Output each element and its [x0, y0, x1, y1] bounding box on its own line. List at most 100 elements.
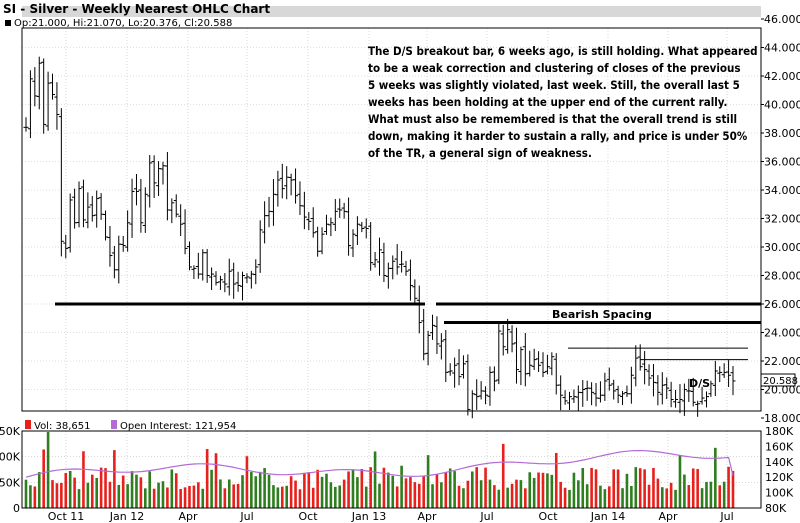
volume-bar: [488, 479, 492, 508]
volume-bar: [342, 479, 346, 508]
ohlc-bar: [703, 391, 709, 408]
open-interest-polyline: [25, 450, 734, 478]
horizontal-lines: [55, 302, 761, 361]
volume-bar: [546, 473, 549, 508]
volume-bar: [634, 467, 638, 508]
volume-bar: [462, 488, 465, 508]
volume-bar: [205, 449, 209, 508]
volume-bar: [232, 484, 235, 508]
ohlc-bar: [513, 327, 519, 384]
volume-bar: [55, 483, 59, 508]
volume-bar: [470, 471, 474, 508]
ohlc-bar: [628, 366, 634, 404]
volume-bar: [652, 467, 655, 508]
oi-tick-label: 140K: [765, 456, 794, 469]
ohlc-bar: [50, 73, 56, 100]
volume-bar: [33, 486, 37, 508]
volume-bar: [117, 484, 121, 508]
volume-bar: [722, 481, 726, 508]
volume-bar: [364, 486, 368, 508]
time-tick-label: Jan 12: [109, 510, 144, 523]
volume-bar: [475, 467, 479, 508]
volume-bar: [272, 485, 275, 508]
volume-bar: [214, 453, 218, 508]
ohlc-bar: [363, 218, 369, 239]
volume-bar: [369, 467, 372, 508]
ohlc-bar: [474, 379, 480, 410]
volume-bar: [37, 472, 41, 508]
volume-bar: [236, 483, 240, 508]
oi-tick-label: 160K: [765, 440, 794, 453]
ohlc-bar: [425, 330, 431, 366]
volume-bar: [29, 485, 32, 508]
volume-bar: [378, 483, 381, 508]
ohlc-bar: [372, 251, 378, 268]
ohlc-bar: [509, 325, 515, 353]
ohlc-bar: [89, 196, 95, 222]
ohlc-bar: [677, 384, 683, 414]
volume-tick-label: 100K: [0, 451, 21, 464]
volume-legend-marker: [25, 420, 31, 429]
ohlc-bar: [173, 194, 179, 218]
ohlc-bar: [655, 375, 661, 406]
oi-legend-marker: [111, 420, 117, 429]
volume-bar: [669, 482, 673, 508]
ohlc-info-line: Op:21.000, Hi:21.070, Lo:20.376, Cl:20.5…: [14, 18, 232, 29]
price-tick-label: 22.000: [764, 355, 800, 368]
ohlc-bar: [368, 221, 374, 271]
volume-bar: [338, 485, 342, 508]
ohlc-bar: [178, 204, 184, 236]
volume-tick-label: 150K: [0, 425, 21, 438]
volume-bar: [311, 487, 315, 508]
volume-bar: [77, 489, 81, 508]
ohlc-bar: [659, 372, 665, 405]
volume-bar: [210, 469, 213, 508]
volume-bar: [60, 482, 63, 508]
time-tick-label: Jan 13: [351, 510, 386, 523]
ohlc-bar: [447, 363, 453, 376]
annotation-line-4: weeks has been holding at the upper end …: [368, 95, 727, 109]
ohlc-bar: [695, 400, 701, 417]
volume-bar: [179, 488, 182, 508]
volume-bar: [572, 472, 576, 508]
volume-bar: [705, 481, 708, 508]
annotation-line-2: to be a weak correction and clustering o…: [368, 61, 741, 75]
volume-axis-right: 180K 160K 140K 120K 100K 80K: [765, 425, 794, 515]
ohlc-bar: [244, 273, 250, 284]
volume-bar: [113, 450, 116, 508]
ohlc-bars: [23, 56, 736, 419]
ohlc-bar: [443, 330, 449, 383]
open-interest-line: [25, 450, 734, 478]
volume-bar: [625, 473, 629, 508]
volume-bar: [86, 482, 90, 508]
ohlc-bar: [712, 360, 718, 397]
volume-bar: [360, 469, 364, 508]
ohlc-legend-marker: [5, 20, 11, 26]
ohlc-bar: [240, 271, 246, 301]
ohlc-bar: [138, 178, 144, 233]
time-tick-label: Jan 14: [590, 510, 625, 523]
ohlc-bar: [483, 386, 489, 405]
time-tick-label: Oct: [538, 510, 558, 523]
ohlc-bar: [350, 229, 356, 258]
volume-bar: [417, 483, 421, 508]
volume-bar: [665, 488, 669, 508]
oi-tick-label: 100K: [765, 487, 794, 500]
volume-bar: [683, 474, 686, 508]
volume-bar: [144, 488, 147, 508]
volume-bar: [532, 477, 536, 508]
ohlc-bar: [730, 365, 736, 396]
volume-bar: [400, 465, 403, 508]
volume-bar: [254, 476, 258, 508]
ohlc-bar: [323, 214, 329, 235]
ohlc-bar: [58, 108, 64, 257]
volume-bar: [691, 468, 695, 508]
ohlc-bar: [23, 117, 29, 132]
volume-bar: [356, 477, 359, 508]
price-axis: 46.000 44.000 42.000 40.000 38.000 36.000 34.0…: [761, 13, 800, 425]
ohlc-bar: [699, 386, 705, 405]
volume-bar: [395, 486, 399, 508]
volume-bar: [245, 456, 249, 508]
volume-bar: [347, 471, 350, 508]
volume-bar: [714, 447, 717, 508]
